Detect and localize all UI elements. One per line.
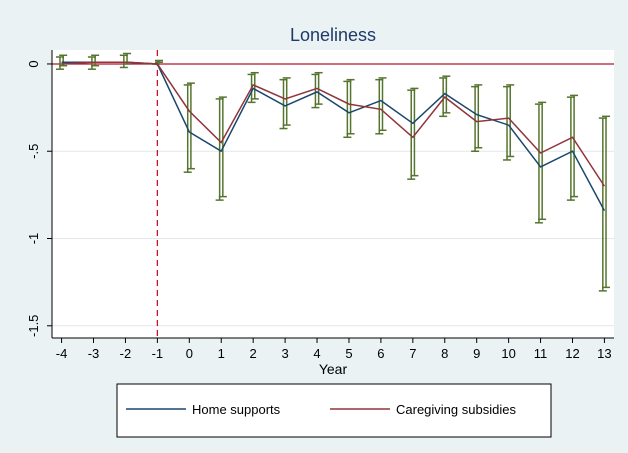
y-tick-label: -1	[26, 233, 41, 245]
error-bar	[91, 54, 100, 67]
error-bar	[570, 94, 579, 198]
x-tick-label: 11	[534, 346, 548, 361]
legend-label-caregiving-subsidies: Caregiving subsidies	[396, 402, 516, 417]
error-bar	[474, 84, 483, 149]
chart-title: Loneliness	[290, 25, 376, 45]
x-tick-label: 8	[441, 346, 448, 361]
x-tick-label: 5	[345, 346, 352, 361]
error-bar	[538, 101, 547, 221]
x-axis-ticks: -4 -3 -2 -1 0 1 2 3 4 5 6 7 8 9 10 11 12 13	[56, 338, 612, 361]
plot-area	[52, 50, 614, 338]
legend: Home supports Caregiving subsidies	[116, 383, 552, 438]
x-tick-label: -3	[88, 346, 100, 361]
x-tick-label: 3	[281, 346, 288, 361]
x-tick-label: -1	[152, 346, 164, 361]
x-tick-label: -4	[56, 346, 68, 361]
y-tick-label: 0	[26, 60, 41, 67]
legend-box	[116, 383, 552, 438]
error-bar	[186, 82, 195, 170]
x-tick-label: 9	[473, 346, 480, 361]
error-bar	[154, 59, 163, 63]
x-tick-label: 1	[218, 346, 225, 361]
x-tick-label: 6	[377, 346, 384, 361]
x-tick-label: 12	[565, 346, 579, 361]
error-bar	[346, 78, 355, 135]
error-bar	[282, 77, 291, 126]
series-line-caregiving-subsidies	[61, 61, 606, 187]
y-tick-label: -1.5	[26, 315, 41, 337]
x-axis-title: Year	[319, 361, 348, 377]
error-bar	[602, 115, 611, 289]
x-tick-label: 4	[313, 346, 320, 361]
x-tick-label: 0	[186, 346, 193, 361]
y-axis-ticks: 0 -.5 -1 -1.5	[26, 60, 52, 337]
x-tick-label: -2	[120, 346, 132, 361]
error-bar	[410, 87, 419, 177]
x-tick-label: 13	[597, 346, 611, 361]
series-lines	[61, 61, 606, 211]
error-bar	[378, 77, 387, 132]
x-tick-label: 2	[250, 346, 257, 361]
error-bars	[55, 52, 611, 292]
x-tick-label: 7	[409, 346, 416, 361]
x-tick-label: 10	[501, 346, 515, 361]
legend-label-home-supports: Home supports	[192, 402, 281, 417]
y-tick-label: -.5	[26, 144, 41, 159]
